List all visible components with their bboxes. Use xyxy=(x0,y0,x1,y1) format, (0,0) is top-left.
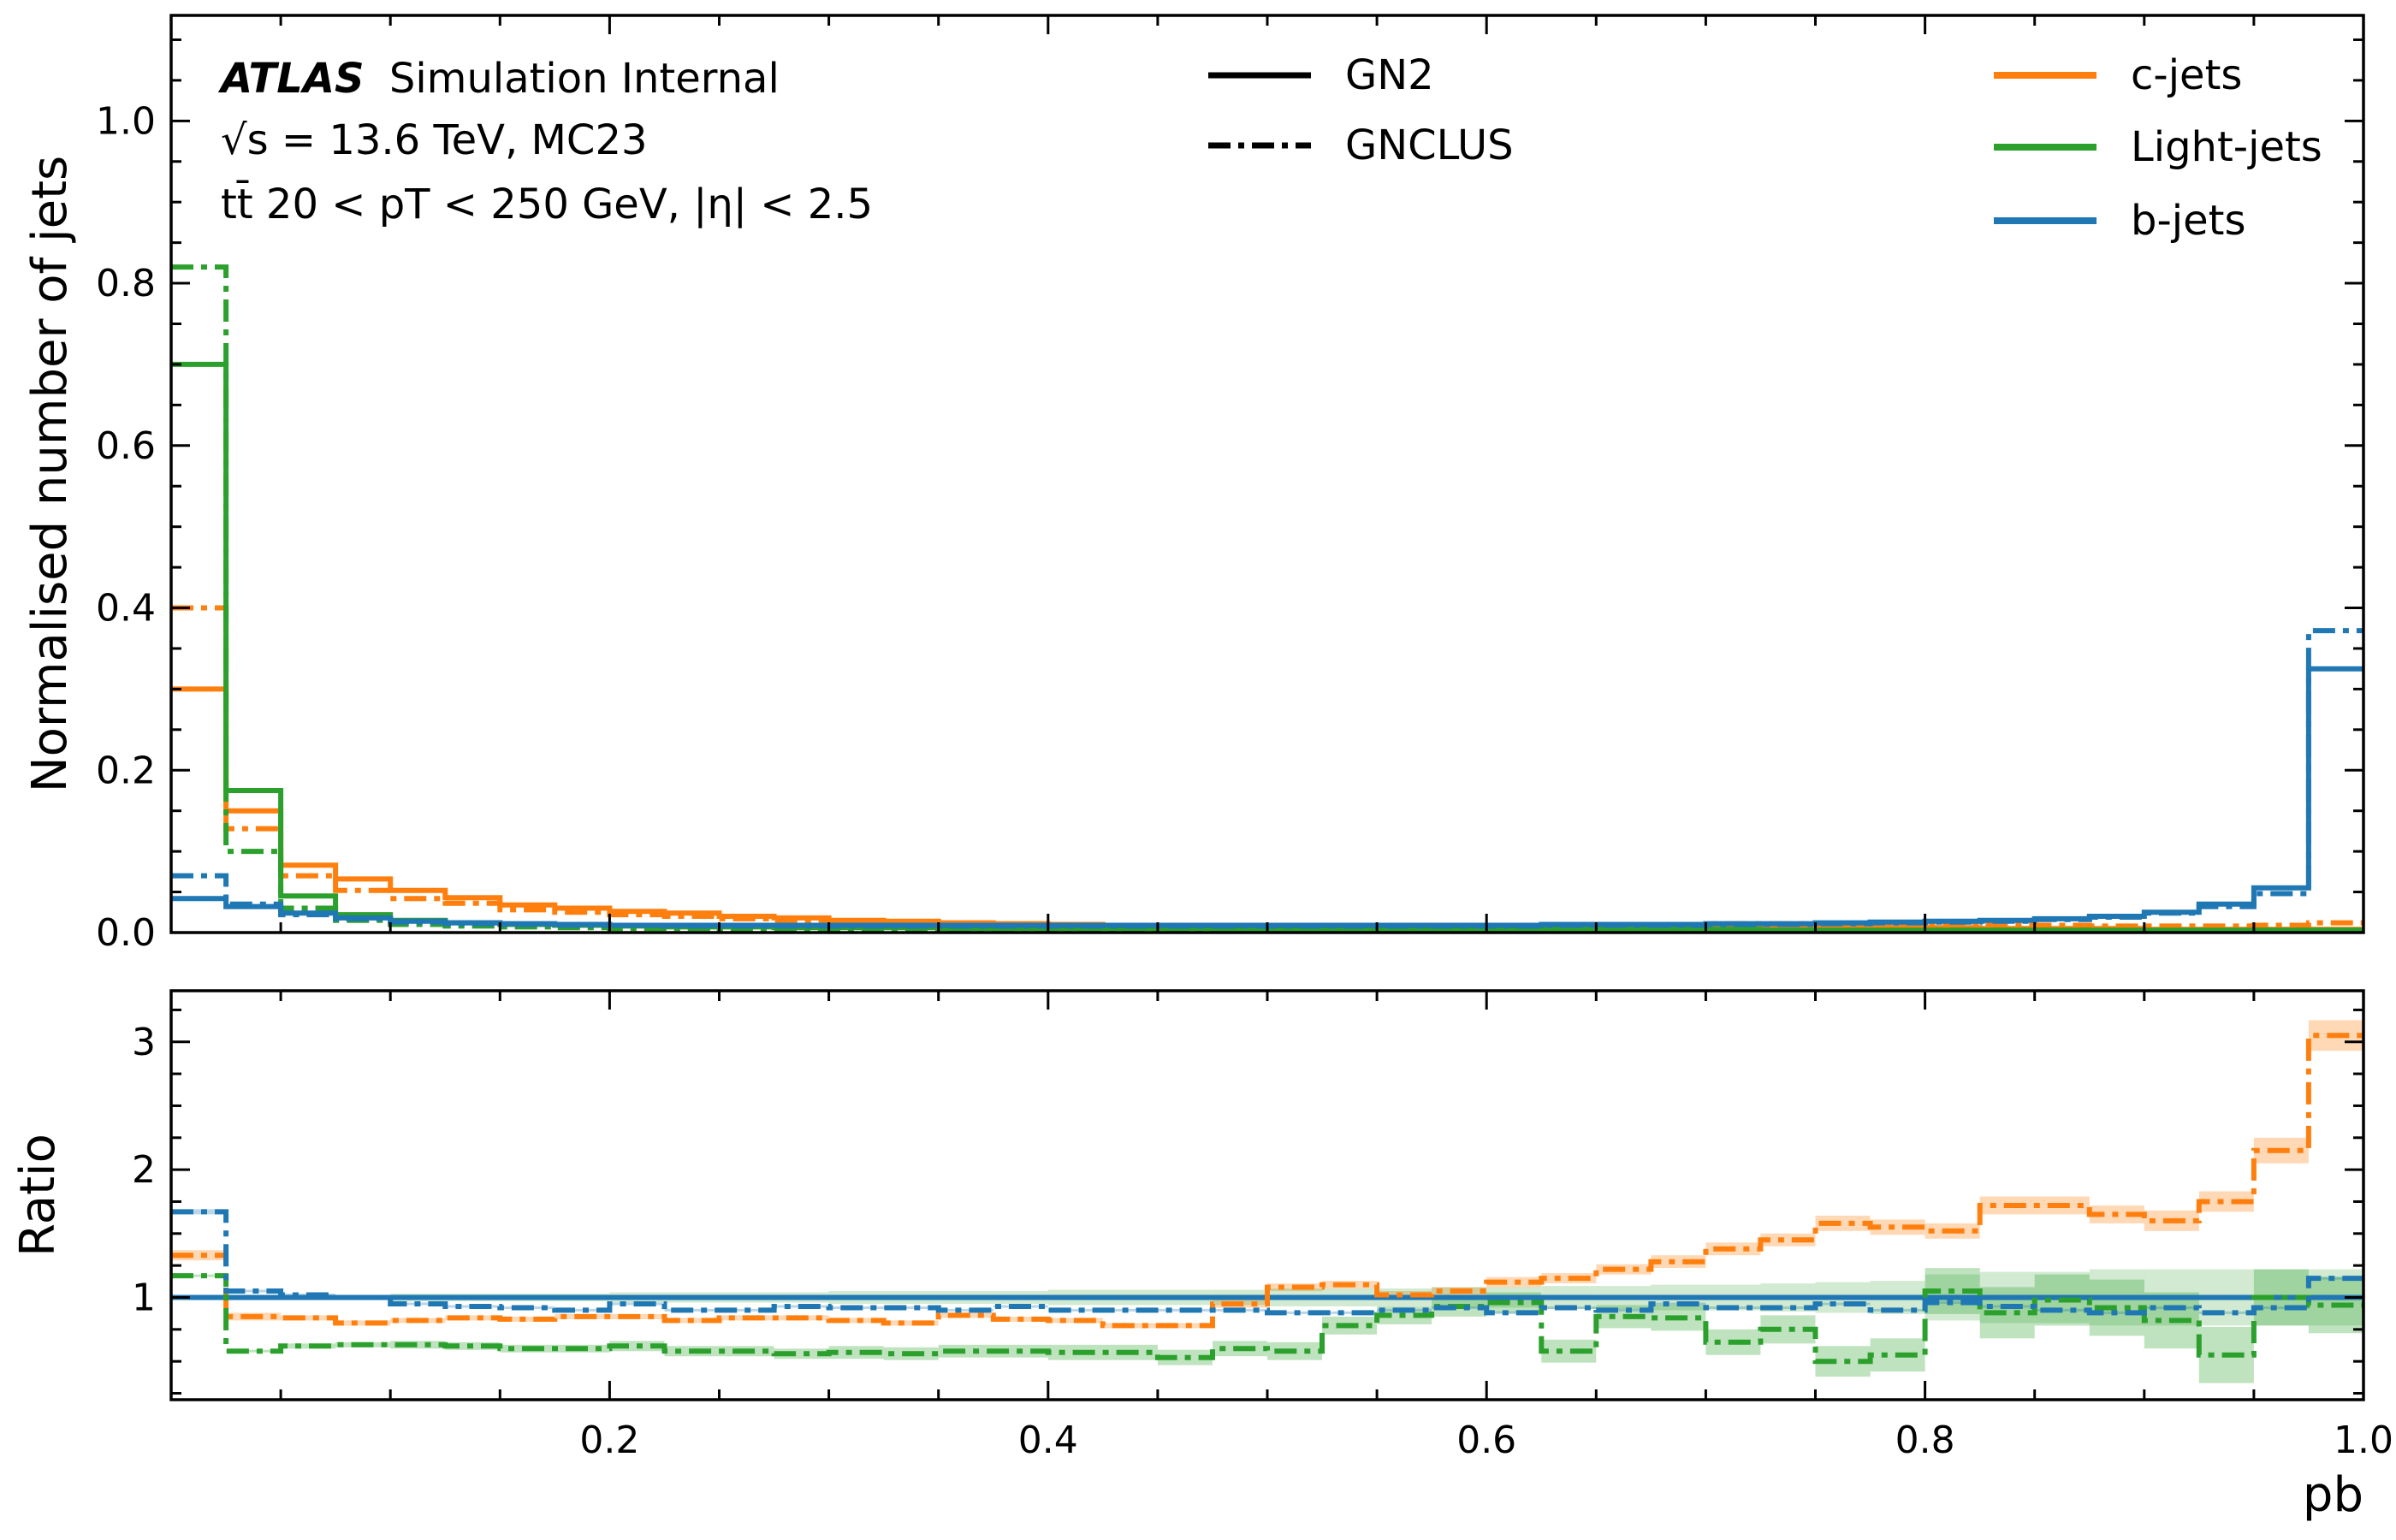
ratio-band-b-jets xyxy=(2253,1306,2309,1309)
legend-light-jets-label: Light-jets xyxy=(2131,123,2322,171)
atlas-label-bold: ATLAS xyxy=(217,55,365,103)
energy-label: √s = 13.6 TeV, MC23 xyxy=(221,116,648,164)
main-plot-frame xyxy=(169,14,2365,934)
y-tick-label: 0.0 xyxy=(96,911,156,955)
ratio-band-c-jets xyxy=(1157,1323,1213,1329)
ratio-series-b-jets-gnclus xyxy=(171,1209,2363,1316)
ratio-band-b-jets xyxy=(171,1209,227,1215)
x-tick-label: 0.2 xyxy=(579,1419,639,1462)
ratio-band-c-jets xyxy=(1815,1215,1871,1231)
ratio-band-b-jets xyxy=(2198,1311,2254,1314)
x-tick-label: 0.8 xyxy=(1895,1419,1955,1462)
legend-gn2-label: GN2 xyxy=(1345,51,1434,99)
ratio-band-b-jets xyxy=(2308,1276,2363,1280)
y-tick-label: 0.2 xyxy=(96,749,156,792)
ratio-band-c-jets xyxy=(1760,1233,1816,1247)
legend-item-c-jets: c-jets xyxy=(1994,51,2242,99)
ratio-band-light-jets xyxy=(226,1349,282,1353)
main-axis-ticks: 0.0 0.2 0.4 0.6 0.8 1.0 xyxy=(96,15,2365,955)
legend-item-light-jets: Light-jets xyxy=(1994,123,2322,171)
ratio-band-c-jets xyxy=(281,1315,336,1321)
ratio-band-c-jets xyxy=(445,1315,501,1321)
ratio-band-light-jets xyxy=(828,1346,884,1359)
ratio-band-light-jets xyxy=(390,1341,446,1349)
legend: GN2 GNCLUS c-jets Light-jets b-jets xyxy=(1208,51,2322,245)
main-series-c-jets-gnclus xyxy=(171,605,2363,930)
x-axis-label: pb xyxy=(2303,1467,2363,1523)
y-tick-label: 1 xyxy=(132,1276,156,1320)
ratio-band-light-jets xyxy=(281,1343,336,1349)
ratio-band-b-jets xyxy=(883,1306,939,1309)
ratio-band-b-jets xyxy=(1760,1306,1816,1309)
y-tick-label: 0.8 xyxy=(96,262,156,305)
ratio-band-b-jets xyxy=(938,1308,993,1312)
ratio-axis-ticks: 0.2 0.4 0.6 0.8 1.0 1 2 3 xyxy=(132,991,2393,1462)
ratio-series-c-jets-gnclus xyxy=(171,1033,2363,1329)
ratio-band-c-jets xyxy=(1870,1219,1925,1235)
ratio-band-c-jets xyxy=(2198,1191,2254,1212)
y-tick-label: 0.4 xyxy=(96,587,156,631)
legend-gnclus-label: GNCLUS xyxy=(1345,121,1514,169)
ratio-band-c-jets xyxy=(500,1316,555,1322)
legend-item-gn2: GN2 xyxy=(1208,51,1434,99)
legend-item-b-jets: b-jets xyxy=(1994,197,2245,245)
ratio-band-c-jets xyxy=(883,1320,939,1326)
ratio-series-group xyxy=(171,1020,2363,1383)
main-y-axis-label: Normalised number of jets xyxy=(22,156,78,792)
legend-b-jets-label: b-jets xyxy=(2131,197,2245,245)
ratio-band-light-jets xyxy=(938,1344,993,1358)
x-tick-label: 0.4 xyxy=(1018,1419,1078,1462)
ratio-band-c-jets xyxy=(335,1320,391,1326)
ratio-band-c-jets xyxy=(1651,1255,1706,1269)
ratio-plot-frame xyxy=(169,989,2365,1401)
main-panel: 0.0 0.2 0.4 0.6 0.8 1.0 Normalised number of … xyxy=(22,14,2365,955)
x-tick-label: 0.6 xyxy=(1456,1419,1516,1462)
x-tick-label: 1.0 xyxy=(2334,1419,2393,1462)
main-series-light-jets-gnclus xyxy=(171,264,2363,933)
ratio-panel: 0.2 0.4 0.6 0.8 1.0 1 2 3 Ratio pb xyxy=(10,989,2393,1523)
y-tick-label: 3 xyxy=(132,1021,156,1064)
main-series-b-jets-gnclus xyxy=(171,628,2363,929)
main-series-b-jets-gn2 xyxy=(171,666,2363,928)
y-tick-label: 2 xyxy=(132,1148,156,1192)
legend-c-jets-label: c-jets xyxy=(2131,51,2242,99)
ratio-band-light-jets xyxy=(171,1274,227,1277)
plot-annotation: ATLAS Simulation Internal √s = 13.6 TeV,… xyxy=(217,55,873,228)
ratio-band-b-jets xyxy=(1486,1311,1542,1314)
ratio-series-light-jets-gnclus xyxy=(171,1273,2363,1365)
main-series-c-jets-gn2 xyxy=(171,686,2363,933)
main-series-group xyxy=(171,264,2363,933)
main-series-light-jets-gn2 xyxy=(171,361,2363,933)
y-tick-label: 0.6 xyxy=(96,424,156,468)
atlas-label-suffix: Simulation Internal xyxy=(389,55,780,103)
ratio-band-b-jets xyxy=(1815,1302,1871,1306)
selection-label: tt̄ 20 < pT < 250 GeV, |η| < 2.5 xyxy=(221,180,873,228)
ratio-band-b-jets xyxy=(1322,1311,1378,1314)
atlas-label: ATLAS Simulation Internal xyxy=(217,55,780,103)
y-tick-label: 1.0 xyxy=(96,99,156,143)
ratio-band-c-jets xyxy=(828,1318,884,1324)
ratio-band-b-jets xyxy=(555,1308,610,1312)
ratio-band-b-jets xyxy=(1596,1308,1652,1312)
ratio-y-axis-label: Ratio xyxy=(10,1134,66,1257)
ratio-band-b-jets xyxy=(1102,1308,1158,1312)
ratio-band-b-jets xyxy=(1047,1308,1103,1312)
legend-item-gnclus: GNCLUS xyxy=(1208,121,1514,169)
